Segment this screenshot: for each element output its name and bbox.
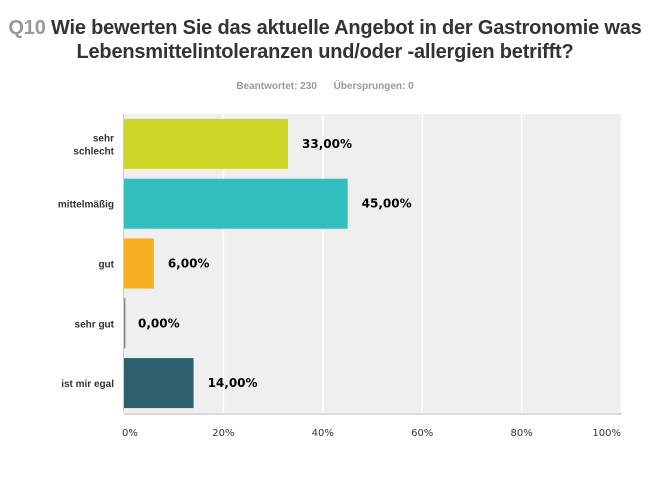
value-label: 14,00% [208, 376, 258, 390]
value-labels: 33,00% 45,00% 6,00% 0,00% 14,00% [138, 137, 412, 390]
bar [124, 118, 289, 169]
question-title-line2: Lebensmittelintoleranzen und/oder -aller… [76, 41, 574, 63]
category-label: gut [98, 260, 114, 271]
category-label-line: mittelmäßig [58, 200, 114, 211]
bar [124, 238, 154, 289]
value-label: 45,00% [362, 197, 412, 211]
skipped-count: Übersprungen: 0 [333, 81, 414, 92]
bar [124, 358, 194, 409]
category-label: ist mir egal [61, 379, 114, 390]
category-label: mittelmäßig [58, 200, 114, 211]
x-tick-label: 60% [411, 428, 433, 439]
chart-title: Q10 Wie bewerten Sie das aktuelle Angebo… [0, 16, 650, 64]
x-tick-label: 100% [592, 428, 621, 439]
x-tick-label: 80% [510, 428, 532, 439]
category-label-line: schlecht [73, 146, 114, 157]
category-label: sehr gut [75, 319, 115, 330]
question-title-line1: Wie bewerten Sie das aktuelle Angebot in… [50, 17, 642, 39]
x-tick-label: 0% [122, 428, 138, 439]
category-labels: sehr schlecht mittelmäßig gut sehr gut ist mi… [58, 133, 115, 390]
category-label-line: gut [98, 260, 114, 271]
response-stats: Beantwortet: 230 Übersprungen: 0 [0, 81, 650, 92]
x-tick-label: 20% [212, 428, 234, 439]
question-number: Q10 [8, 17, 46, 39]
category-label-line: sehr gut [75, 319, 115, 330]
bar [124, 178, 348, 229]
category-label: sehr schlecht [73, 133, 114, 157]
x-tick-labels: 0% 20% 40% 60% 80% 100% [122, 428, 621, 439]
value-label: 0,00% [138, 316, 180, 330]
bar [124, 298, 126, 349]
category-label-line: ist mir egal [61, 379, 114, 390]
bars [124, 118, 348, 409]
x-tick-label: 40% [312, 428, 334, 439]
category-label-line: sehr [93, 133, 114, 144]
value-label: 33,00% [302, 137, 352, 151]
value-label: 6,00% [168, 257, 210, 271]
answered-count: Beantwortet: 230 [236, 81, 317, 92]
